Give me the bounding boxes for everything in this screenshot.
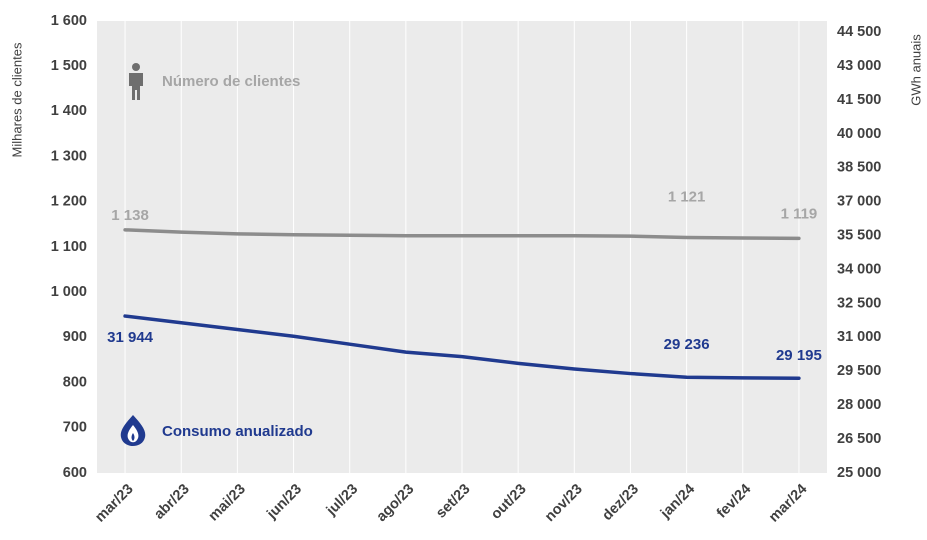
y2-tick-label: 25 000: [837, 465, 881, 481]
y2-tick-label: 28 000: [837, 397, 881, 413]
value-label: 1 119: [781, 205, 818, 222]
x-tick-label: mai/23: [206, 481, 249, 524]
y2-tick-label: 29 500: [837, 363, 881, 379]
value-label: 31 944: [107, 329, 154, 346]
x-tick-label: nov/23: [542, 481, 586, 525]
x-tick-label: out/23: [488, 481, 530, 523]
y-tick-label: 1 300: [51, 148, 87, 164]
y2-tick-label: 37 000: [837, 194, 881, 210]
x-tick-label: jul/23: [323, 481, 361, 519]
series-line: [123, 228, 801, 241]
x-tick-label: mar/24: [766, 481, 810, 525]
flame-icon: [120, 415, 146, 446]
x-tick-label: jan/24: [657, 481, 698, 522]
y2-tick-label: 44 500: [837, 24, 881, 40]
series-line: [123, 314, 801, 380]
y2-tick-label: 41 500: [837, 92, 881, 108]
x-tick-label: abr/23: [151, 481, 193, 523]
y2-tick-label: 35 500: [837, 228, 881, 244]
x-tick-label: ago/23: [374, 481, 418, 525]
y2-axis-title: GWh anuais: [908, 34, 923, 106]
x-tick-label: dez/23: [599, 481, 642, 524]
y2-tick-label: 43 000: [837, 58, 881, 74]
legend-label: Número de clientes: [162, 73, 300, 90]
y2-tick-label: 26 500: [837, 431, 881, 447]
y-tick-label: 1 600: [51, 13, 87, 29]
y-tick-label: 800: [63, 374, 87, 390]
x-tick-label: set/23: [433, 481, 473, 521]
x-tick-label: fev/24: [714, 481, 754, 521]
y-tick-label: 900: [63, 329, 87, 345]
value-label: 1 138: [111, 207, 149, 224]
y2-tick-label: 31 000: [837, 329, 881, 345]
x-tick-label: mar/23: [92, 481, 136, 525]
y-tick-label: 1 200: [51, 194, 87, 210]
y-axis-title: Milhares de clientes: [9, 42, 24, 157]
y2-tick-label: 40 000: [837, 126, 881, 142]
y-tick-label: 700: [63, 420, 87, 436]
y-tick-label: 1 500: [51, 58, 87, 74]
y2-tick-label: 38 500: [837, 160, 881, 176]
y-tick-label: 1 400: [51, 103, 87, 119]
y-tick-label: 600: [63, 465, 87, 481]
y-tick-label: 1 100: [51, 239, 87, 255]
y2-tick-label: 32 500: [837, 295, 881, 311]
y-tick-label: 1 000: [51, 284, 87, 300]
person-icon: [129, 63, 143, 100]
value-label: 29 195: [776, 347, 822, 364]
y2-tick-label: 34 000: [837, 261, 881, 277]
legend-label: Consumo anualizado: [162, 423, 313, 440]
x-tick-label: jun/23: [263, 481, 305, 523]
value-label: 29 236: [664, 336, 710, 353]
value-label: 1 121: [668, 188, 706, 205]
